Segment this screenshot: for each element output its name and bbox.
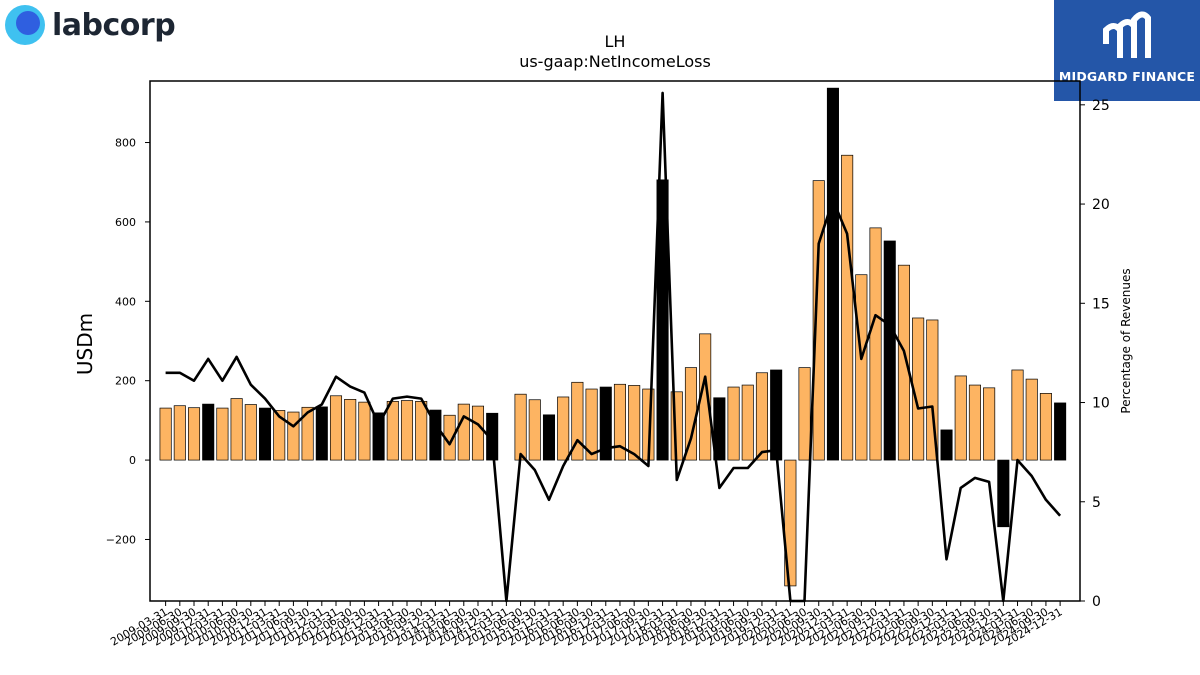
y-axis-label: USDm bbox=[73, 313, 97, 375]
bar bbox=[315, 406, 328, 461]
bar bbox=[358, 401, 371, 461]
bar bbox=[883, 240, 896, 461]
y2-tick-label: 5 bbox=[1092, 495, 1101, 511]
bar bbox=[1025, 378, 1038, 461]
y-tick-label: 200 bbox=[115, 375, 136, 388]
bar bbox=[1054, 402, 1067, 461]
bar bbox=[429, 409, 442, 461]
chart-subtitle: us-gaap:NetIncomeLoss bbox=[519, 52, 711, 71]
bar bbox=[230, 398, 243, 461]
y-tick-label: 800 bbox=[115, 137, 136, 150]
sponsor-logo-text: MIDGARD FINANCE bbox=[1058, 69, 1196, 84]
bar bbox=[968, 384, 981, 461]
bar bbox=[273, 410, 286, 461]
bar bbox=[599, 386, 612, 461]
bar bbox=[613, 383, 626, 461]
bar bbox=[983, 387, 996, 461]
bar bbox=[173, 405, 186, 461]
labcorp-logo-icon bbox=[4, 4, 46, 46]
bar bbox=[770, 369, 783, 461]
bar bbox=[187, 407, 201, 461]
bar bbox=[897, 264, 910, 461]
bar bbox=[301, 406, 314, 461]
bar bbox=[557, 396, 570, 461]
y2-axis-label: Percentage of Revenues bbox=[1119, 268, 1133, 413]
bar bbox=[585, 388, 598, 461]
bar bbox=[855, 274, 868, 461]
bar bbox=[457, 403, 470, 461]
bar bbox=[216, 407, 229, 461]
bar bbox=[727, 386, 740, 461]
y-tick-label: −200 bbox=[106, 533, 136, 546]
company-logo: labcorp bbox=[4, 4, 176, 46]
bar bbox=[372, 412, 385, 461]
bar bbox=[926, 319, 939, 461]
bar bbox=[542, 414, 556, 461]
bar bbox=[628, 385, 641, 461]
bar bbox=[812, 180, 825, 461]
bar bbox=[826, 87, 839, 461]
y-tick-label: 0 bbox=[129, 454, 136, 467]
bar bbox=[386, 400, 399, 461]
bar bbox=[528, 399, 541, 461]
bar bbox=[869, 227, 882, 461]
bar bbox=[841, 154, 854, 461]
bar bbox=[329, 395, 343, 461]
bar bbox=[258, 407, 272, 461]
bar bbox=[798, 367, 811, 461]
bar bbox=[486, 412, 499, 461]
bar bbox=[755, 372, 768, 461]
y2-tick-label: 15 bbox=[1092, 296, 1110, 312]
bar bbox=[940, 429, 953, 461]
company-logo-text: labcorp bbox=[52, 7, 176, 43]
y-tick-label: 600 bbox=[115, 216, 136, 229]
bar bbox=[415, 400, 428, 461]
bar bbox=[1011, 369, 1024, 461]
y-tick-label: 400 bbox=[115, 295, 136, 308]
bar bbox=[287, 411, 300, 461]
bar bbox=[159, 407, 172, 461]
bar bbox=[741, 384, 754, 461]
bar bbox=[997, 459, 1010, 528]
y2-tick-label: 20 bbox=[1092, 197, 1110, 213]
bar bbox=[713, 397, 726, 461]
bar bbox=[400, 400, 414, 461]
bar bbox=[571, 381, 584, 461]
sponsor-logo: MIDGARD FINANCE bbox=[1054, 0, 1200, 101]
bar bbox=[471, 405, 485, 461]
percentage-line bbox=[165, 91, 1062, 603]
bar bbox=[244, 404, 257, 461]
bar bbox=[202, 403, 215, 461]
chart-title: LH bbox=[604, 32, 626, 51]
bar bbox=[784, 459, 797, 587]
bar bbox=[656, 179, 669, 461]
y2-tick-label: 25 bbox=[1092, 98, 1110, 114]
midgard-logo-icon bbox=[1103, 11, 1151, 58]
bar bbox=[344, 399, 357, 461]
bar bbox=[514, 393, 527, 461]
plot-frame bbox=[149, 80, 1081, 602]
bar bbox=[954, 375, 967, 461]
bar bbox=[1039, 393, 1052, 461]
y2-tick-label: 0 bbox=[1092, 594, 1101, 610]
y2-tick-label: 10 bbox=[1092, 396, 1110, 412]
